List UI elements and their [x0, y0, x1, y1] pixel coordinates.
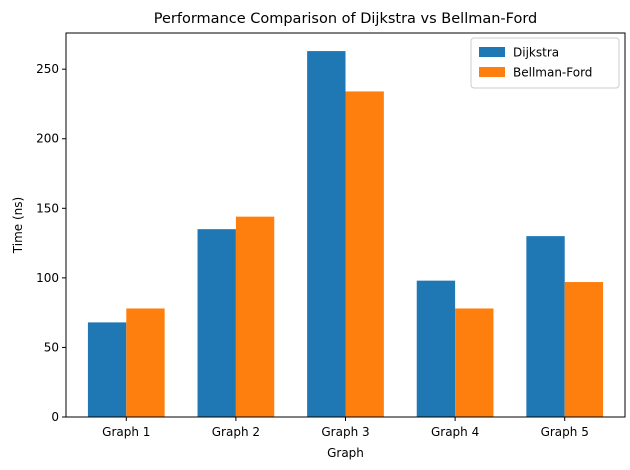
x-axis-label: Graph: [327, 446, 364, 460]
x-tick-label: Graph 2: [212, 425, 260, 439]
legend-swatch: [479, 47, 505, 57]
bar-dijkstra-3: [307, 51, 346, 418]
y-tick-label: 100: [36, 271, 59, 285]
bar-dijkstra-5: [526, 236, 565, 417]
bars-group: [87, 51, 604, 418]
x-tick-label: Graph 3: [321, 425, 369, 439]
bar-bellman-ford-4: [455, 308, 494, 417]
x-tick-label: Graph 5: [541, 425, 589, 439]
legend-label: Dijkstra: [513, 46, 559, 60]
y-tick-label: 50: [44, 340, 59, 354]
bar-dijkstra-2: [197, 229, 236, 417]
bar-bellman-ford-5: [564, 282, 604, 417]
y-axis-label: Time (ns): [11, 197, 25, 254]
bar-dijkstra-1: [87, 322, 127, 417]
x-tick-label: Graph 4: [431, 425, 479, 439]
y-tick-label: 150: [36, 201, 59, 215]
legend-label: Bellman-Ford: [513, 66, 592, 80]
bar-dijkstra-4: [416, 280, 456, 417]
x-tick-label: Graph 1: [102, 425, 150, 439]
bar-bellman-ford-2: [235, 216, 275, 417]
plot-frame: [65, 32, 626, 418]
bar-bellman-ford-3: [345, 91, 384, 417]
chart-title: Performance Comparison of Dijkstra vs Be…: [154, 11, 538, 27]
bar-bellman-ford-1: [126, 308, 165, 417]
legend-box: [470, 37, 620, 89]
y-tick-label: 250: [36, 62, 59, 76]
y-tick-label: 0: [51, 410, 59, 424]
x-axis-ticks: Graph 1 Graph 2 Graph 3 Graph 4 Graph 5: [102, 417, 589, 439]
y-axis-ticks: 0 50 100 150 200 250: [36, 62, 66, 424]
legend-swatch: [479, 67, 505, 77]
legend: Dijkstra Bellman-Ford: [470, 37, 620, 89]
y-tick-label: 200: [36, 132, 59, 146]
